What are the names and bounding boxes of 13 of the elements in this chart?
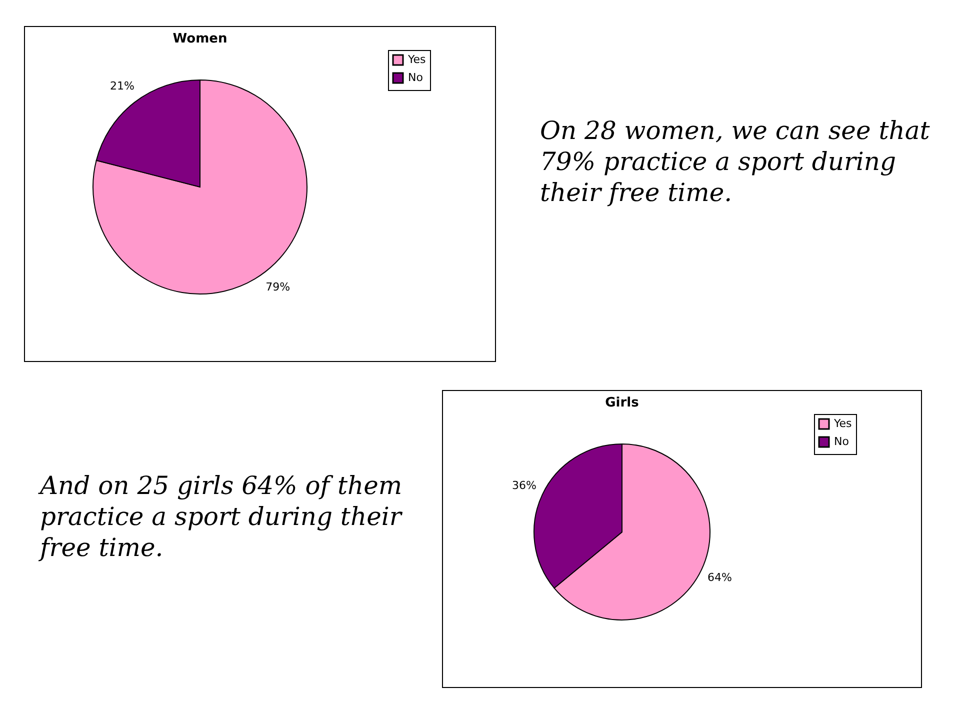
chart-title: Women [172,32,228,46]
pie-slice [92,80,308,294]
legend-label: Yes [407,53,426,66]
data-label: 21% [110,80,134,93]
text: And on 25 girls 64% of them practice a sport during their free time. [40,470,404,563]
legend-label: Yes [833,417,852,430]
data-label: 64% [707,570,732,584]
text: On 28 women, we can see that 79% practice a sport during their free time. [540,115,931,208]
chart-title: Girls [605,396,640,410]
legend-label: No [834,435,850,448]
legend-label: No [408,71,424,84]
data-label: 36% [512,479,537,492]
data-label: 79% [266,280,290,294]
